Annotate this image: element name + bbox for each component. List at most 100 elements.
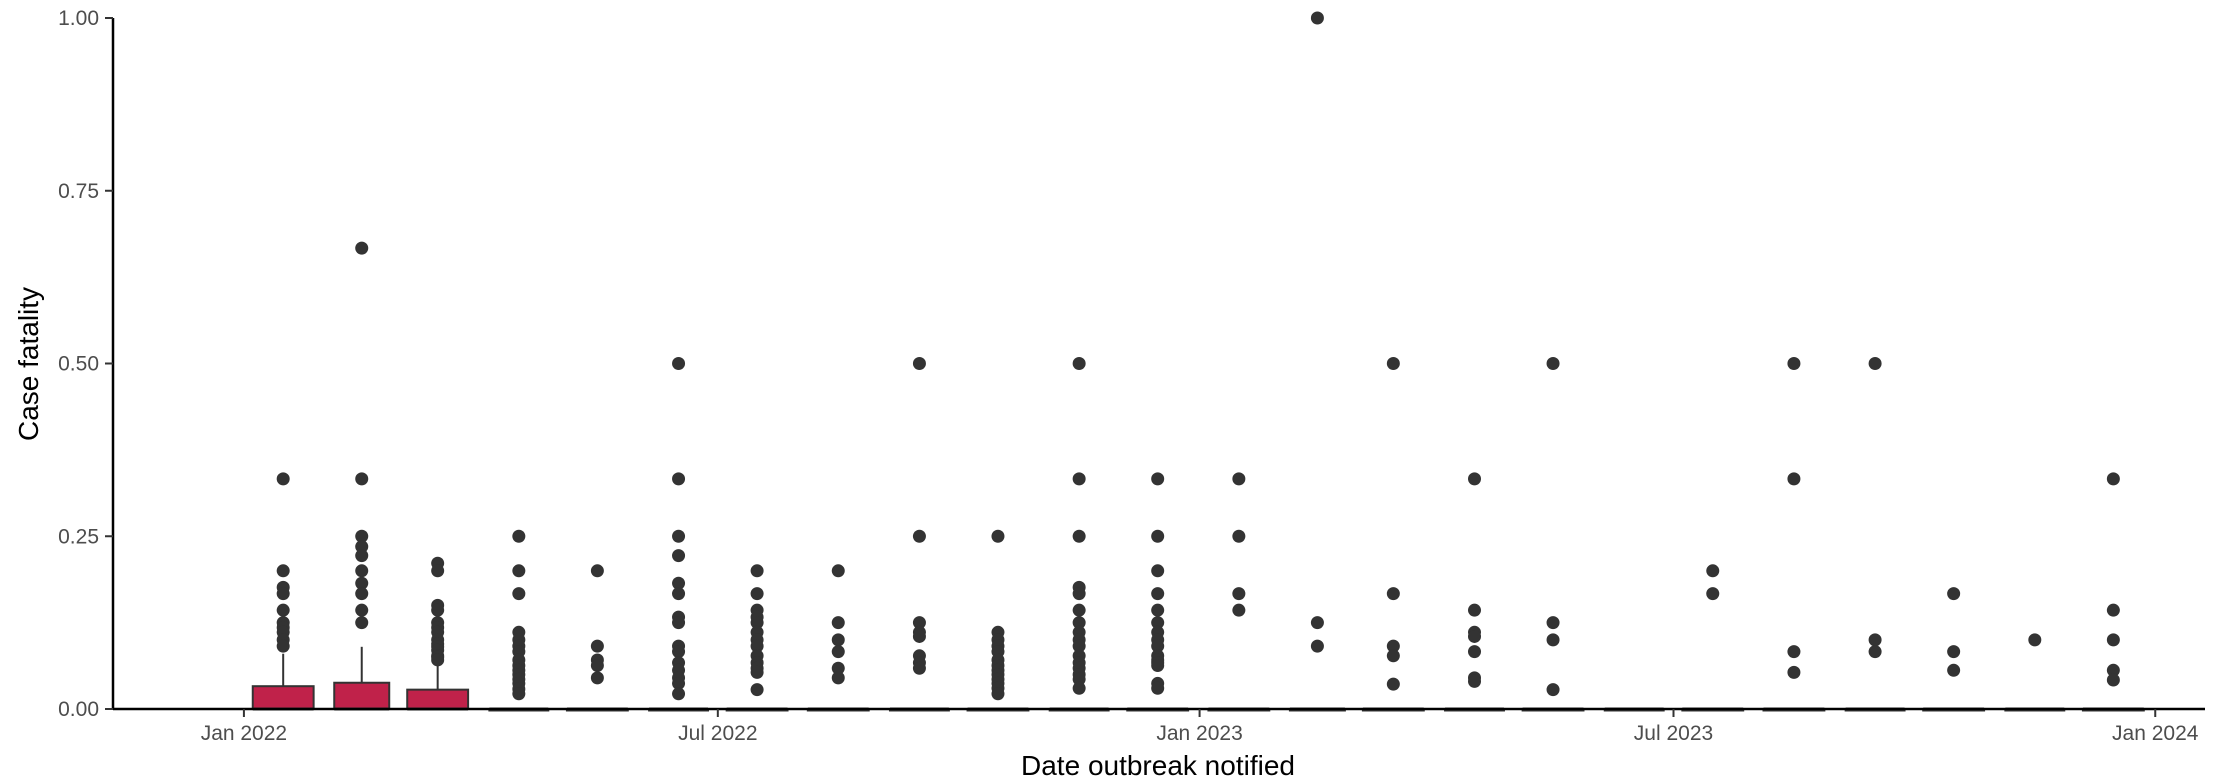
- outlier-point: [1232, 529, 1246, 543]
- x-tick-label: Jul 2022: [678, 722, 757, 745]
- outlier-point: [1072, 639, 1086, 653]
- outlier-point: [276, 587, 290, 601]
- outlier-point: [991, 529, 1005, 543]
- outlier-point: [1386, 357, 1400, 370]
- outlier-point: [1072, 616, 1086, 630]
- outlier-point: [1706, 564, 1720, 578]
- outlier-point: [912, 357, 926, 370]
- y-tick-label: 0.25: [58, 525, 99, 548]
- outlier-point: [512, 687, 526, 701]
- outlier-point: [1072, 603, 1086, 617]
- outlier-point: [1072, 357, 1086, 370]
- outlier-point: [831, 671, 845, 685]
- outlier-point: [1310, 616, 1324, 630]
- outlier-point: [1868, 633, 1882, 647]
- outlier-point: [1868, 357, 1882, 370]
- outlier-point: [2028, 633, 2042, 647]
- outlier-point: [831, 645, 845, 659]
- outlier-point: [1787, 357, 1801, 370]
- outlier-point: [590, 564, 604, 578]
- outlier-point: [1947, 663, 1961, 677]
- outlier-point: [750, 564, 764, 578]
- outlier-point: [1072, 672, 1086, 686]
- outlier-point: [1468, 472, 1482, 486]
- x-tick-label: Jan 2024: [2112, 722, 2199, 745]
- outlier-point: [1468, 645, 1482, 659]
- outlier-point: [2106, 673, 2120, 687]
- outlier-point: [1072, 681, 1086, 695]
- outlier-point: [1947, 645, 1961, 659]
- outlier-point: [1232, 603, 1246, 617]
- outlier-point: [355, 564, 369, 578]
- outlier-point: [912, 629, 926, 643]
- outlier-point: [355, 472, 369, 486]
- outlier-point: [672, 676, 686, 690]
- outlier-point: [991, 687, 1005, 701]
- x-axis-ticks: Jan 2022 Jul 2022 Jan 2023 Jul 2023 Jan 2024: [201, 709, 2199, 745]
- outlier-point: [1546, 683, 1560, 697]
- outlier-point: [1787, 645, 1801, 659]
- outlier-point: [750, 665, 764, 679]
- outlier-point: [1310, 11, 1324, 25]
- outlier-point: [1151, 658, 1165, 672]
- y-tick-label: 0.75: [58, 180, 99, 203]
- outlier-point: [355, 549, 369, 563]
- outlier-point: [912, 661, 926, 675]
- outlier-point: [431, 603, 445, 617]
- outlier-point: [672, 357, 686, 370]
- outlier-point: [590, 671, 604, 685]
- outlier-point: [750, 587, 764, 601]
- outlier-point: [431, 653, 445, 667]
- x-tick-label: Jul 2023: [1634, 722, 1713, 745]
- outlier-point: [672, 549, 686, 563]
- outlier-point: [750, 639, 764, 653]
- outlier-point: [1546, 616, 1560, 630]
- outlier-point: [831, 564, 845, 578]
- y-tick-label: 1.00: [58, 7, 99, 30]
- outlier-point: [672, 529, 686, 543]
- outlier-point: [1868, 645, 1882, 659]
- outlier-point: [355, 576, 369, 590]
- outlier-point: [672, 645, 686, 659]
- outlier-point: [1386, 587, 1400, 601]
- outlier-point: [750, 683, 764, 697]
- outlier-point: [1151, 564, 1165, 578]
- outlier-point: [590, 658, 604, 672]
- outlier-point: [1232, 587, 1246, 601]
- y-tick-label: 0.00: [58, 698, 99, 721]
- box-2022-02: [333, 681, 391, 711]
- outlier-point: [276, 639, 290, 653]
- y-axis-ticks: 0.00 0.25 0.50 0.75 1.00: [58, 7, 113, 721]
- outlier-point: [1787, 472, 1801, 486]
- outlier-point: [512, 587, 526, 601]
- outlier-point: [355, 529, 369, 543]
- outlier-point: [1787, 665, 1801, 679]
- outlier-point: [590, 639, 604, 653]
- outlier-point: [1072, 529, 1086, 543]
- outlier-point: [1546, 633, 1560, 647]
- outlier-point: [1151, 529, 1165, 543]
- outlier-point: [1947, 587, 1961, 601]
- box-2022-01: [251, 685, 315, 711]
- outlier-point: [1072, 472, 1086, 486]
- box-2022-03: [406, 688, 470, 710]
- outlier-point: [672, 472, 686, 486]
- outlier-point: [831, 616, 845, 630]
- outlier-point: [1072, 587, 1086, 601]
- outlier-point: [672, 687, 686, 701]
- outlier-point: [512, 529, 526, 543]
- x-tick-label: Jan 2023: [1156, 722, 1242, 745]
- outlier-point: [1386, 639, 1400, 653]
- outlier-point: [355, 616, 369, 630]
- outlier-point: [2106, 472, 2120, 486]
- outlier-point: [355, 603, 369, 617]
- outlier-point: [912, 616, 926, 630]
- outlier-point: [2106, 633, 2120, 647]
- outlier-point: [1468, 674, 1482, 688]
- outlier-point: [672, 587, 686, 601]
- outlier-point: [672, 616, 686, 630]
- outlier-point: [750, 616, 764, 630]
- y-axis-title: Case fatality: [13, 287, 44, 441]
- outlier-point: [1706, 587, 1720, 601]
